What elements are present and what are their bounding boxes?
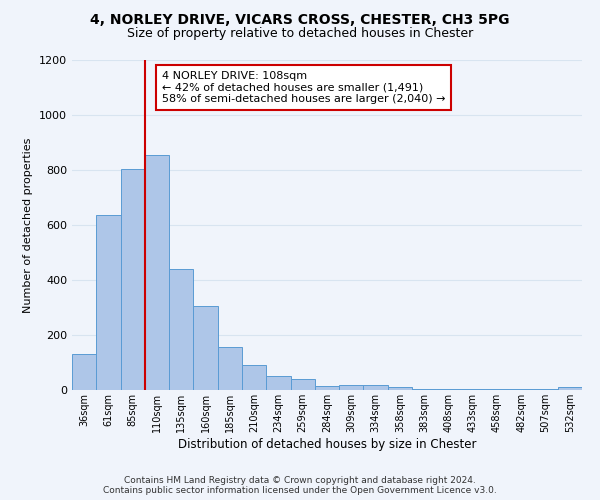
- Bar: [218, 348, 242, 390]
- Bar: [388, 387, 412, 390]
- Bar: [315, 386, 339, 390]
- Bar: [339, 384, 364, 390]
- Text: 4, NORLEY DRIVE, VICARS CROSS, CHESTER, CH3 5PG: 4, NORLEY DRIVE, VICARS CROSS, CHESTER, …: [90, 12, 510, 26]
- Y-axis label: Number of detached properties: Number of detached properties: [23, 138, 34, 312]
- Bar: [558, 387, 582, 390]
- Bar: [242, 364, 266, 390]
- Bar: [412, 388, 436, 390]
- Text: Size of property relative to detached houses in Chester: Size of property relative to detached ho…: [127, 28, 473, 40]
- Bar: [364, 386, 388, 390]
- Bar: [72, 354, 96, 390]
- Bar: [193, 306, 218, 390]
- Bar: [290, 379, 315, 390]
- Bar: [121, 168, 145, 390]
- Bar: [461, 389, 485, 390]
- Text: Contains HM Land Registry data © Crown copyright and database right 2024.
Contai: Contains HM Land Registry data © Crown c…: [103, 476, 497, 495]
- Bar: [436, 389, 461, 390]
- Text: 4 NORLEY DRIVE: 108sqm
← 42% of detached houses are smaller (1,491)
58% of semi-: 4 NORLEY DRIVE: 108sqm ← 42% of detached…: [162, 71, 445, 104]
- Bar: [266, 376, 290, 390]
- Bar: [169, 269, 193, 390]
- Bar: [96, 214, 121, 390]
- X-axis label: Distribution of detached houses by size in Chester: Distribution of detached houses by size …: [178, 438, 476, 450]
- Bar: [145, 156, 169, 390]
